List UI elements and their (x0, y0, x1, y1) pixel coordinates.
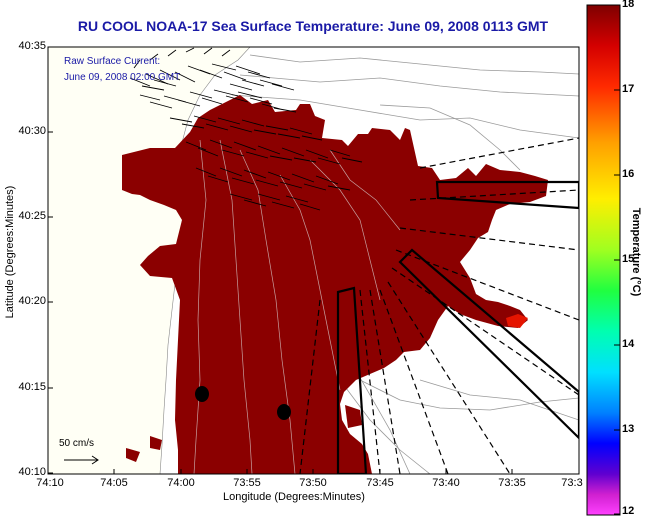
x-tick-label: 73:40 (432, 477, 460, 489)
sst-patch (345, 405, 362, 428)
radial-dashed-lines (299, 137, 579, 474)
y-tick-label: 40:35 (18, 40, 46, 52)
colorbar-tick-label: 12 (622, 505, 635, 517)
x-tick-label: 74:00 (167, 477, 195, 489)
y-tick-label: 40:15 (18, 381, 46, 393)
x-axis-ticks (47, 469, 580, 474)
station-marker (277, 404, 291, 420)
sst-coast-pixels (150, 436, 162, 450)
y-tick-label: 40:20 (18, 295, 46, 307)
colorbar-tick-label: 13 (622, 423, 635, 435)
colorbar-tick-label: 18 (622, 0, 635, 10)
current-vectors (129, 47, 363, 211)
x-tick-label: 73:50 (299, 477, 327, 489)
y-tick-label: 40:10 (18, 466, 46, 478)
scale-label: 50 cm/s (59, 438, 95, 449)
bathymetry-contours (231, 54, 579, 474)
y-axis-ticks (48, 46, 53, 474)
colorbar-tick-label: 15 (622, 253, 635, 265)
current-title: Raw Surface Current: (64, 56, 161, 67)
map-title: RU COOL NOAA-17 Sea Surface Temperature:… (77, 18, 549, 34)
colorbar-tick-label: 14 (622, 338, 635, 350)
x-axis-label: Longitude (Degrees:Minutes) (223, 491, 365, 503)
x-tick-label: 73:35 (498, 477, 526, 489)
y-tick-label: 40:30 (18, 125, 46, 137)
current-date: June 09, 2008 02:00 GMT (64, 72, 181, 83)
colorbar-title: Temperature (°C) (630, 207, 642, 297)
sst-field (122, 95, 548, 474)
x-tick-label: 73:55 (233, 477, 261, 489)
sst-contours (193, 139, 401, 474)
colorbar-tick-label: 16 (622, 168, 635, 180)
sst-warm-spot (506, 314, 528, 328)
sampling-boxes (336, 180, 579, 474)
colorbar-tick-label: 17 (622, 83, 635, 95)
x-tick-label: 73:3 (561, 477, 583, 489)
x-tick-label: 73:45 (366, 477, 394, 489)
station-marker (195, 386, 209, 402)
x-tick-label: 74:10 (36, 477, 64, 489)
x-tick-label: 74:05 (100, 477, 128, 489)
colorbar-ticks (614, 4, 620, 515)
scale-arrow (64, 455, 99, 465)
y-tick-label: 40:25 (18, 210, 46, 222)
sst-coast-pixels (126, 448, 140, 462)
